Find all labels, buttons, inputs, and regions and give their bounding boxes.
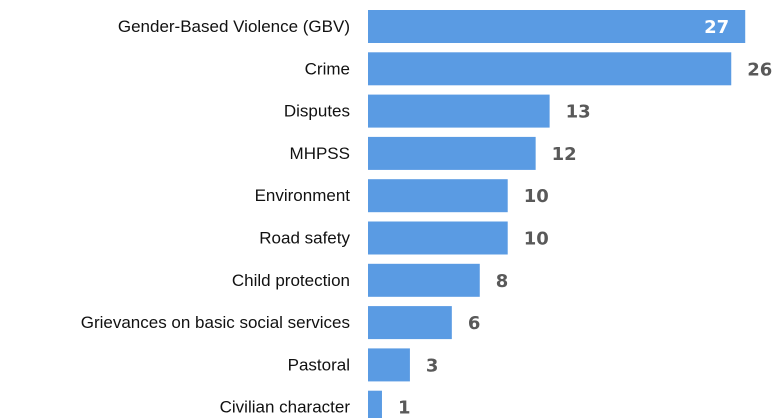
value-label-civilian-character: 1 — [398, 398, 411, 418]
category-label-pastoral: Pastoral — [288, 355, 350, 374]
bar-environment — [368, 179, 508, 213]
category-label-grievances-on-basic-social-services: Grievances on basic social services — [81, 313, 350, 332]
value-label-road-safety: 10 — [524, 229, 549, 250]
value-label-environment: 10 — [524, 186, 549, 207]
bar-pastoral — [368, 348, 410, 382]
bar-grievances-on-basic-social-services — [368, 306, 452, 340]
bar-disputes — [368, 94, 550, 128]
bar-mhpss — [368, 136, 536, 170]
value-label-crime: 26 — [747, 59, 772, 80]
category-label-road-safety: Road safety — [259, 229, 350, 248]
category-label-civilian-character: Civilian character — [220, 398, 351, 417]
bar-crime — [368, 52, 732, 86]
bar-civilian-character — [368, 390, 382, 418]
value-label-mhpss: 12 — [552, 144, 577, 165]
value-label-grievances-on-basic-social-services: 6 — [468, 313, 481, 334]
category-label-crime: Crime — [305, 59, 350, 78]
value-label-pastoral: 3 — [426, 355, 439, 376]
value-label-disputes: 13 — [566, 102, 591, 123]
bar-gender-based-violence-gbv — [368, 10, 746, 43]
category-label-disputes: Disputes — [284, 102, 350, 121]
category-label-environment: Environment — [255, 186, 351, 205]
bar-road-safety — [368, 221, 508, 255]
category-label-gender-based-violence-gbv: Gender-Based Violence (GBV) — [118, 17, 350, 36]
value-label-gender-based-violence-gbv: 27 — [704, 17, 729, 38]
category-label-mhpss: MHPSS — [290, 144, 350, 163]
value-label-child-protection: 8 — [496, 271, 509, 292]
category-label-child-protection: Child protection — [232, 271, 350, 290]
bar-child-protection — [368, 263, 480, 297]
